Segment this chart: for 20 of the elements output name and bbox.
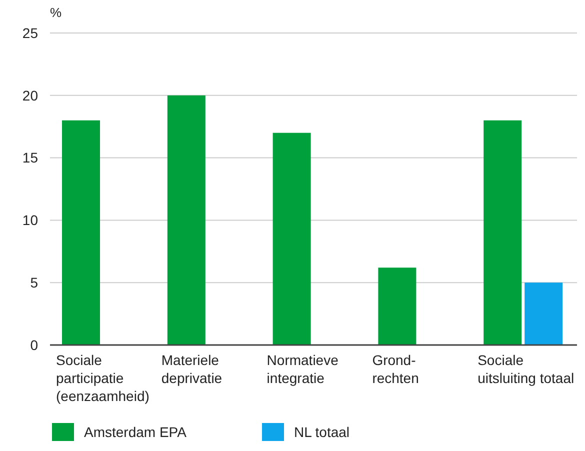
y-tick-label: 15 [22, 150, 38, 166]
y-tick-label: 5 [30, 274, 38, 290]
x-tick-label: Materiele deprivatie [161, 352, 222, 386]
bar [484, 120, 522, 345]
y-tick-label: 25 [22, 24, 38, 41]
legend-label: Amsterdam EPA [84, 424, 188, 440]
bar [378, 268, 416, 345]
y-tick-label: 10 [22, 212, 38, 228]
bar [62, 120, 100, 345]
x-tick-label: Sociale uitsluiting totaal [478, 352, 574, 386]
bar [272, 132, 311, 345]
x-tick-label: Grond- rechten [372, 352, 419, 386]
y-tick-label: 0 [30, 336, 38, 353]
y-tick-label: 20 [22, 87, 38, 104]
bar [167, 95, 206, 345]
x-tick-label: Normatieve integratie [266, 352, 339, 386]
x-tick-label: Sociale participatie (eenzaamheid) [56, 352, 150, 404]
legend-label: NL totaal [294, 424, 350, 440]
y-axis-title: % [50, 5, 62, 20]
bar [524, 282, 563, 345]
